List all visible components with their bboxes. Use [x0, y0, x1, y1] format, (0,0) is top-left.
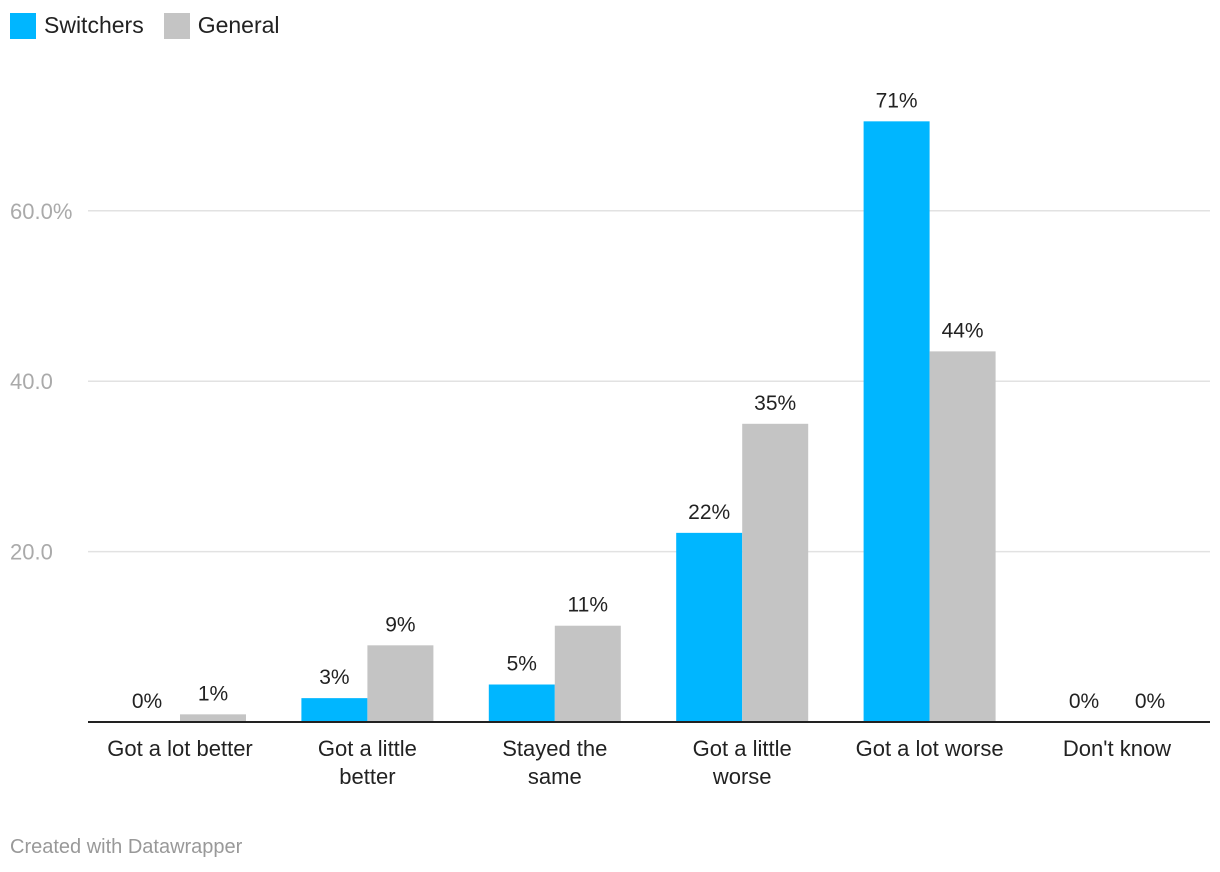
- y-tick-label: 40.0: [10, 369, 53, 394]
- x-tick-label-line: Got a lot worse: [856, 736, 1004, 761]
- data-label: 0%: [132, 690, 162, 713]
- x-tick-label: Don't know: [1063, 736, 1171, 761]
- data-label: 1%: [198, 682, 228, 705]
- y-tick-label: 60.0%: [10, 199, 72, 224]
- x-tick-label: Got a little better: [318, 736, 417, 789]
- bar-chart: 20.0 40.0 60.0% 0% 1% Got a lot better 3% 9% Got…: [10, 89, 1210, 789]
- bar-switchers: [676, 532, 743, 722]
- legend-item-general: General: [163, 12, 280, 39]
- x-tick-label: Got a lot worse: [856, 736, 1004, 761]
- x-tick-label-line: Stayed the: [502, 736, 607, 761]
- x-tick-label: Stayed the same: [502, 736, 607, 789]
- bar-general: [554, 625, 621, 722]
- bar-switchers: [863, 121, 930, 723]
- bar-switchers: [301, 698, 368, 722]
- footer-credit: Created with Datawrapper: [10, 836, 243, 858]
- bar-general: [367, 645, 434, 722]
- legend-label-switchers: Switchers: [44, 12, 144, 38]
- x-tick-label-line: same: [528, 764, 582, 789]
- data-label: 11%: [568, 594, 608, 617]
- data-label: 22%: [688, 501, 730, 524]
- bar-switchers: [488, 684, 555, 722]
- x-tick-label-line: Got a lot better: [107, 736, 253, 761]
- bar-general: [929, 351, 996, 722]
- legend-swatch-switchers: [10, 12, 36, 39]
- data-label: 5%: [507, 653, 537, 676]
- legend-label-general: General: [197, 12, 280, 38]
- data-label: 35%: [754, 392, 796, 415]
- data-label: 71%: [876, 89, 918, 112]
- legend-swatch-general: [163, 12, 190, 39]
- x-tick-label-line: Got a little: [693, 736, 792, 761]
- x-tick-label-line: better: [339, 764, 395, 789]
- x-tick-label: Got a lot better: [107, 736, 253, 761]
- bar-general: [180, 714, 246, 722]
- data-label: 0%: [1135, 690, 1165, 713]
- legend: Switchers General: [10, 12, 280, 39]
- x-tick-label-line: Don't know: [1063, 736, 1171, 761]
- x-tick-label-line: worse: [712, 764, 772, 789]
- data-label: 0%: [1069, 690, 1099, 713]
- legend-item-switchers: Switchers: [10, 12, 144, 39]
- y-tick-label: 20.0: [10, 540, 53, 565]
- x-tick-label-line: Got a little: [318, 736, 417, 761]
- data-label: 3%: [319, 666, 349, 689]
- data-label: 9%: [385, 613, 415, 636]
- data-label: 44%: [942, 319, 984, 342]
- bar-general: [742, 423, 809, 722]
- x-tick-label: Got a little worse: [693, 736, 792, 789]
